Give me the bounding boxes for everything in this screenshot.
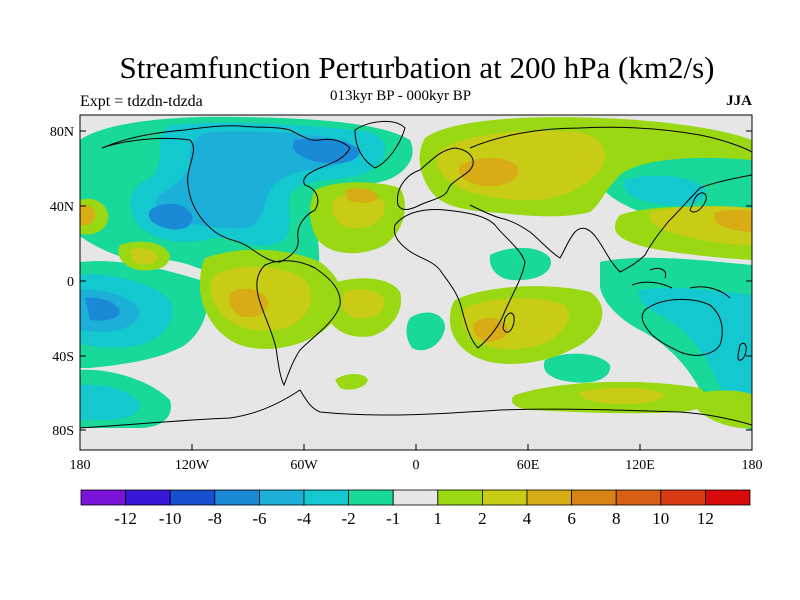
lon-label-180w: 180 [70, 458, 91, 473]
colorbar-swatch [481, 489, 528, 506]
coastlines [80, 121, 752, 429]
contour-neg-south-atlantic [406, 312, 445, 351]
map-subtitle: 013kyr BP - 000kyr BP [330, 88, 472, 104]
lat-label-80s: 80S [52, 424, 74, 439]
colorbar-label: -8 [208, 509, 222, 528]
coast-europe [396, 147, 474, 210]
experiment-label: Expt = tdzdn-tdzda [80, 93, 203, 110]
lon-label-60w: 60W [290, 458, 318, 473]
colorbar: -12 -10 -8 -6 -4 -2 -1 1 2 4 6 8 10 12 [80, 489, 751, 528]
contour-neg-atlantic [489, 247, 551, 281]
coast-australia [641, 298, 723, 356]
colorbar-swatch [80, 489, 126, 506]
coast-africa [393, 209, 526, 349]
coast-indonesia [631, 267, 731, 299]
contour-pos-south-atlantic-small [335, 374, 368, 390]
contour-pos-central-pacific-yellow [130, 248, 158, 265]
colorbar-label: 4 [523, 509, 532, 528]
colorbar-swatch [437, 489, 483, 506]
lat-label-40n: 40N [50, 200, 74, 215]
colorbar-swatch [660, 489, 706, 506]
contour-pos-antarctic-east [689, 390, 752, 429]
contour-pos-eurasia-orange [458, 157, 519, 187]
coast-north-america [101, 125, 351, 263]
colorbar-swatch [348, 489, 394, 506]
colorbar-label: 10 [652, 509, 669, 528]
lat-tick-marks [80, 130, 752, 431]
contour-neg-indian-ocean [543, 353, 611, 383]
lat-label-0: 0 [67, 275, 74, 290]
colorbar-label: 8 [612, 509, 621, 528]
colorbar-swatch [169, 489, 216, 506]
contour-pos-north-pacific-west-orange [80, 204, 96, 226]
colorbar-label: -1 [386, 509, 400, 528]
contour-neg-north-america-core [148, 203, 193, 230]
lat-label-80n: 80N [50, 125, 74, 140]
lon-label-180e: 180 [742, 458, 763, 473]
colorbar-swatch [125, 489, 171, 506]
colorbar-label: -2 [342, 509, 356, 528]
colorbar-swatch [214, 489, 260, 506]
colorbar-swatch [615, 489, 662, 506]
colorbar-label: -6 [252, 509, 266, 528]
lon-label-120w: 120W [175, 458, 210, 473]
contour-neg-hudson [292, 138, 360, 164]
lon-label-60e: 60E [517, 458, 540, 473]
contour-neg-asia-cyan [624, 175, 706, 206]
lat-label-40s: 40S [52, 350, 74, 365]
contour-field [80, 115, 752, 450]
contour-neg-north-pacific [80, 169, 123, 201]
colorbar-label: 1 [434, 509, 443, 528]
contour-neg-south-pacific-core [85, 297, 120, 321]
colorbar-swatch [705, 489, 751, 506]
contour-pos-tropical-atlantic-yellow [341, 289, 385, 319]
coast-antarctica [80, 389, 752, 429]
colorbar-label: 6 [567, 509, 576, 528]
colorbar-label: 12 [697, 509, 714, 528]
lon-tick-marks [79, 444, 753, 450]
colorbar-swatch [258, 489, 305, 506]
lon-label-120e: 120E [625, 458, 655, 473]
colorbar-swatch [303, 489, 349, 506]
coast-south-america [256, 260, 341, 387]
contour-neg-southern-ocean-west-cyan [80, 384, 140, 420]
contour-pos-southern-ocean-east-yellow [579, 387, 665, 405]
contour-neg-west-pacific-cyan [638, 287, 752, 420]
lon-label-0: 0 [413, 458, 420, 473]
coast-new-zealand [737, 342, 747, 361]
coast-asia [469, 126, 752, 273]
season-label: JJA [726, 93, 752, 109]
coast-greenland [354, 121, 406, 169]
colorbar-swatch [392, 489, 439, 506]
colorbar-label: -12 [114, 509, 137, 528]
colorbar-label: -4 [297, 509, 312, 528]
colorbar-label: -10 [159, 509, 182, 528]
contour-pos-mid-atlantic-yellow [332, 193, 386, 229]
colorbar-label: 2 [478, 509, 487, 528]
colorbar-swatch [571, 489, 617, 506]
contour-pos-mid-atlantic-orange [345, 188, 378, 203]
coast-madagascar [502, 312, 515, 333]
colorbar-swatch [526, 489, 572, 506]
map-title: Streamfunction Perturbation at 200 hPa (… [119, 50, 715, 85]
coast-japan [689, 192, 707, 213]
contour-pos-west-pacific-orange [715, 209, 752, 232]
